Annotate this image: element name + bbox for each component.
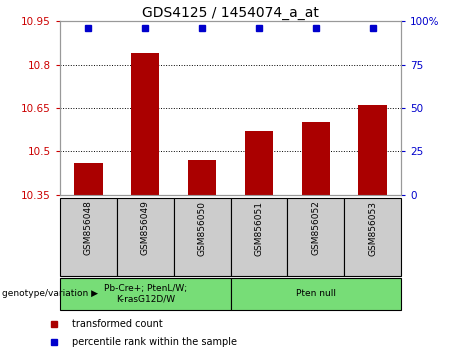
Bar: [301, 122, 330, 195]
Bar: [358, 105, 387, 195]
Bar: [344, 198, 401, 276]
Text: transformed count: transformed count: [72, 319, 162, 329]
Text: percentile rank within the sample: percentile rank within the sample: [72, 337, 237, 347]
Text: genotype/variation ▶: genotype/variation ▶: [2, 289, 98, 298]
Bar: [188, 160, 216, 195]
Bar: [60, 198, 117, 276]
Bar: [287, 198, 344, 276]
Bar: [74, 163, 102, 195]
Bar: [117, 198, 174, 276]
Text: Pb-Cre+; PtenL/W;
K-rasG12D/W: Pb-Cre+; PtenL/W; K-rasG12D/W: [104, 284, 187, 303]
Bar: [230, 278, 401, 310]
Bar: [245, 131, 273, 195]
Text: GSM856053: GSM856053: [368, 201, 377, 256]
Bar: [174, 198, 230, 276]
Text: GSM856048: GSM856048: [84, 201, 93, 256]
Bar: [60, 278, 230, 310]
Text: Pten null: Pten null: [296, 289, 336, 298]
Text: GSM856052: GSM856052: [311, 201, 320, 256]
Text: GSM856049: GSM856049: [141, 201, 150, 256]
Bar: [230, 198, 287, 276]
Bar: [131, 53, 160, 195]
Title: GDS4125 / 1454074_a_at: GDS4125 / 1454074_a_at: [142, 6, 319, 20]
Text: GSM856050: GSM856050: [198, 201, 207, 256]
Text: GSM856051: GSM856051: [254, 201, 263, 256]
